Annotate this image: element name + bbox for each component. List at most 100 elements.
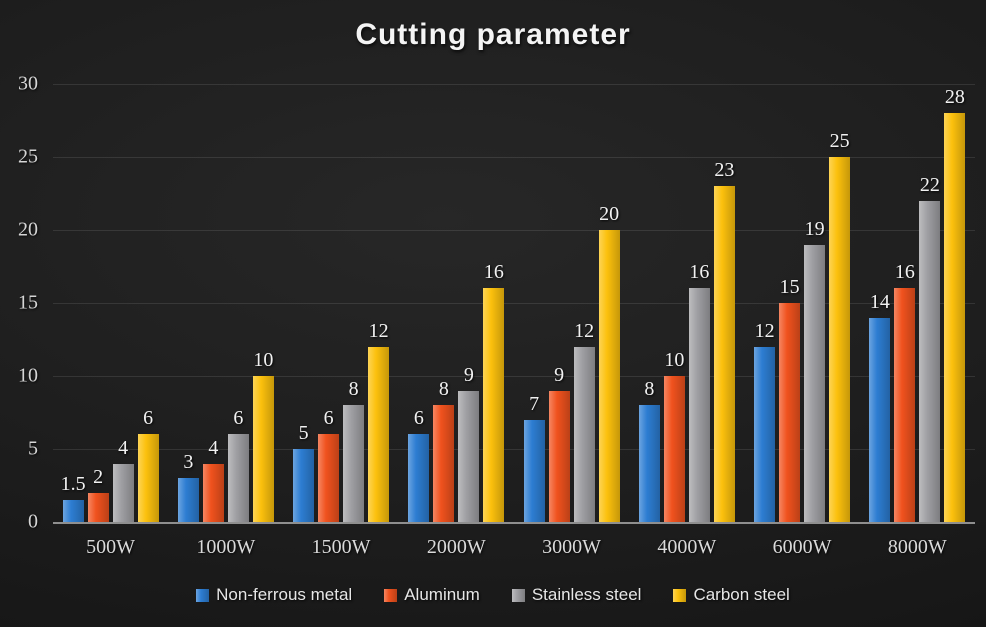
bar (112, 463, 134, 522)
bar-column: 14 (869, 84, 891, 522)
bar-group: 7 9 12 20 (514, 84, 629, 522)
bar-value-label: 22 (919, 173, 940, 196)
bar-column: 10 (663, 84, 685, 522)
x-axis-label: 6000W (772, 536, 832, 558)
x-axis-label: 3000W (542, 536, 602, 558)
legend-swatch (196, 588, 210, 602)
bar-column: 16 (894, 84, 916, 522)
bar-value-label: 8 (438, 378, 449, 401)
legend-item: Non-ferrous metal (196, 585, 352, 605)
bar-value-label: 6 (323, 407, 334, 430)
bar-value-label: 6 (413, 407, 424, 430)
bar (177, 478, 199, 522)
gridline (53, 229, 975, 231)
x-axis-label: 500W (86, 536, 136, 558)
bar (343, 405, 365, 522)
bar-column: 15 (779, 84, 801, 522)
bar-value-label: 6 (143, 407, 154, 430)
bar-column: 8 (343, 84, 365, 522)
bar-value-label: 1.5 (60, 473, 86, 496)
bar-column: 5 (293, 84, 315, 522)
bar-value-label: 12 (368, 319, 389, 342)
bar-value-label: 12 (754, 319, 775, 342)
bar-value-label: 2 (93, 465, 104, 488)
bar (548, 390, 570, 522)
plot-area: 1.5 2 4 6 3 4 6 10 5 6 8 12 6 8 9 16 7 9 12 20 8 10 16 23 12 15 19… (53, 84, 975, 524)
bar-value-label: 15 (779, 276, 800, 298)
bar-value-label: 4 (118, 436, 129, 459)
bar-value-label: 6 (233, 407, 244, 430)
bar-column: 16 (688, 84, 710, 522)
bar-value-label: 20 (599, 203, 620, 226)
bar-value-label: 12 (574, 319, 595, 342)
y-axis-label: 20 (18, 218, 38, 241)
bar-column: 6 (137, 84, 159, 522)
x-axis-label: 1500W (311, 536, 371, 558)
gridline (53, 303, 975, 304)
x-axis-label: 1000W (196, 536, 256, 558)
bar-column: 9 (548, 84, 570, 522)
gridlines (53, 84, 975, 522)
legend-label: Carbon steel (693, 585, 790, 604)
bar (829, 157, 851, 522)
bar-column: 28 (944, 84, 966, 522)
legend-swatch (511, 588, 525, 602)
bar (458, 390, 480, 522)
bar (523, 419, 545, 522)
bar (62, 500, 84, 522)
bar (894, 288, 916, 522)
bar-column: 25 (829, 84, 851, 522)
bar-value-label: 16 (483, 261, 504, 284)
y-axis-label: 15 (18, 291, 38, 314)
y-axis-label: 25 (18, 145, 38, 168)
legend: Non-ferrous metal Aluminum Stainless steel… (0, 585, 986, 605)
bar-value-label: 16 (894, 261, 915, 284)
bar-value-label: 9 (554, 363, 565, 386)
bar-column: 8 (638, 84, 660, 522)
bar-column: 4 (202, 84, 224, 522)
x-axis-label: 2000W (426, 536, 486, 558)
bar-value-label: 16 (689, 261, 710, 284)
bar-column: 4 (112, 84, 134, 522)
bar-group: 6 8 9 16 (399, 84, 514, 522)
bar-column: 12 (368, 84, 390, 522)
bar-column: 10 (252, 84, 274, 522)
bar-group: 14 16 22 28 (860, 84, 975, 522)
bar-value-label: 3 (183, 451, 194, 474)
gridline (53, 156, 975, 158)
bar (638, 405, 660, 522)
y-axis-label: 10 (18, 364, 38, 387)
bar-column: 6 (227, 84, 249, 522)
bar-value-label: 25 (829, 130, 850, 152)
bar (408, 434, 430, 522)
bar-group: 12 15 19 25 (745, 84, 860, 522)
y-axis-label: 5 (28, 437, 38, 460)
x-axis-label: 8000W (887, 536, 947, 558)
bar-column: 7 (523, 84, 545, 522)
gridline (53, 449, 975, 450)
bar-column: 20 (598, 84, 620, 522)
legend-item: Carbon steel (673, 585, 790, 605)
bar-column: 3 (177, 84, 199, 522)
bar-column: 19 (804, 84, 826, 522)
bar (663, 376, 685, 522)
bar-column: 2 (87, 84, 109, 522)
bar (688, 288, 710, 522)
bar (227, 434, 249, 522)
y-axis-label: 0 (28, 510, 38, 533)
bar-column: 12 (754, 84, 776, 522)
bar-groups: 1.5 2 4 6 3 4 6 10 5 6 8 12 6 8 9 16 7 9 12 20 8 10 16 23 12 15 19… (53, 84, 975, 522)
legend-label: Non-ferrous metal (216, 585, 353, 604)
bar (293, 449, 315, 522)
bar (433, 405, 455, 522)
bar-column: 1.5 (60, 84, 86, 522)
legend-item: Aluminum (384, 585, 480, 605)
bar-value-label: 10 (664, 349, 685, 372)
bar-column: 22 (919, 84, 941, 522)
bar (869, 317, 891, 522)
bar-column: 8 (433, 84, 455, 522)
bar (483, 288, 505, 522)
bar (713, 186, 735, 522)
bar (779, 303, 801, 522)
bar-column: 16 (483, 84, 505, 522)
